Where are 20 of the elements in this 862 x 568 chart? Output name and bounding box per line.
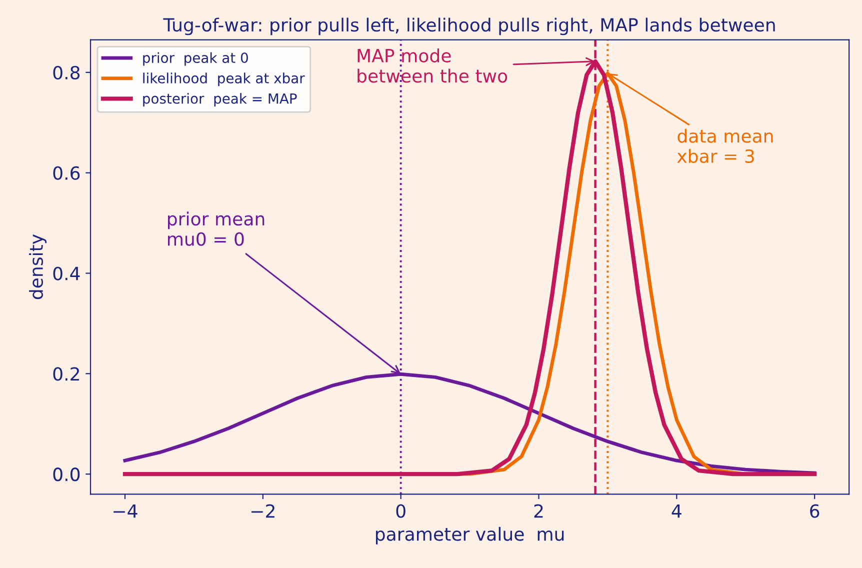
x-tick-label: 6 xyxy=(810,504,820,518)
legend-label: prior peak at 0 xyxy=(143,52,248,66)
annotation: MAP mode between the two xyxy=(358,48,508,83)
x-tick-label: 2 xyxy=(534,504,543,518)
x-tick-label: 4 xyxy=(672,504,682,518)
y-tick-label: 0.2 xyxy=(53,367,79,381)
x-tick-label: −2 xyxy=(252,504,274,518)
chart-title: Tug-of-war: prior pulls left, likelihood pulls right, MAP lands between xyxy=(163,18,775,36)
y-tick-label: 0.0 xyxy=(53,468,80,482)
y-axis-title: density xyxy=(29,234,47,300)
x-tick-label: −4 xyxy=(114,504,138,518)
y-tick-label: 0.6 xyxy=(53,166,80,180)
annotation: prior mean mu0 = 0 xyxy=(168,212,264,246)
x-tick-label: 0 xyxy=(396,504,406,518)
x-axis-title: parameter value mu xyxy=(376,526,564,544)
legend-label: posterior peak = MAP xyxy=(143,93,297,106)
y-tick-label: 0.8 xyxy=(53,66,80,80)
y-tick-label: 0.4 xyxy=(53,266,80,280)
legend-label: likelihood peak at xbar xyxy=(143,72,305,86)
annotation: data mean xbar = 3 xyxy=(677,128,773,164)
